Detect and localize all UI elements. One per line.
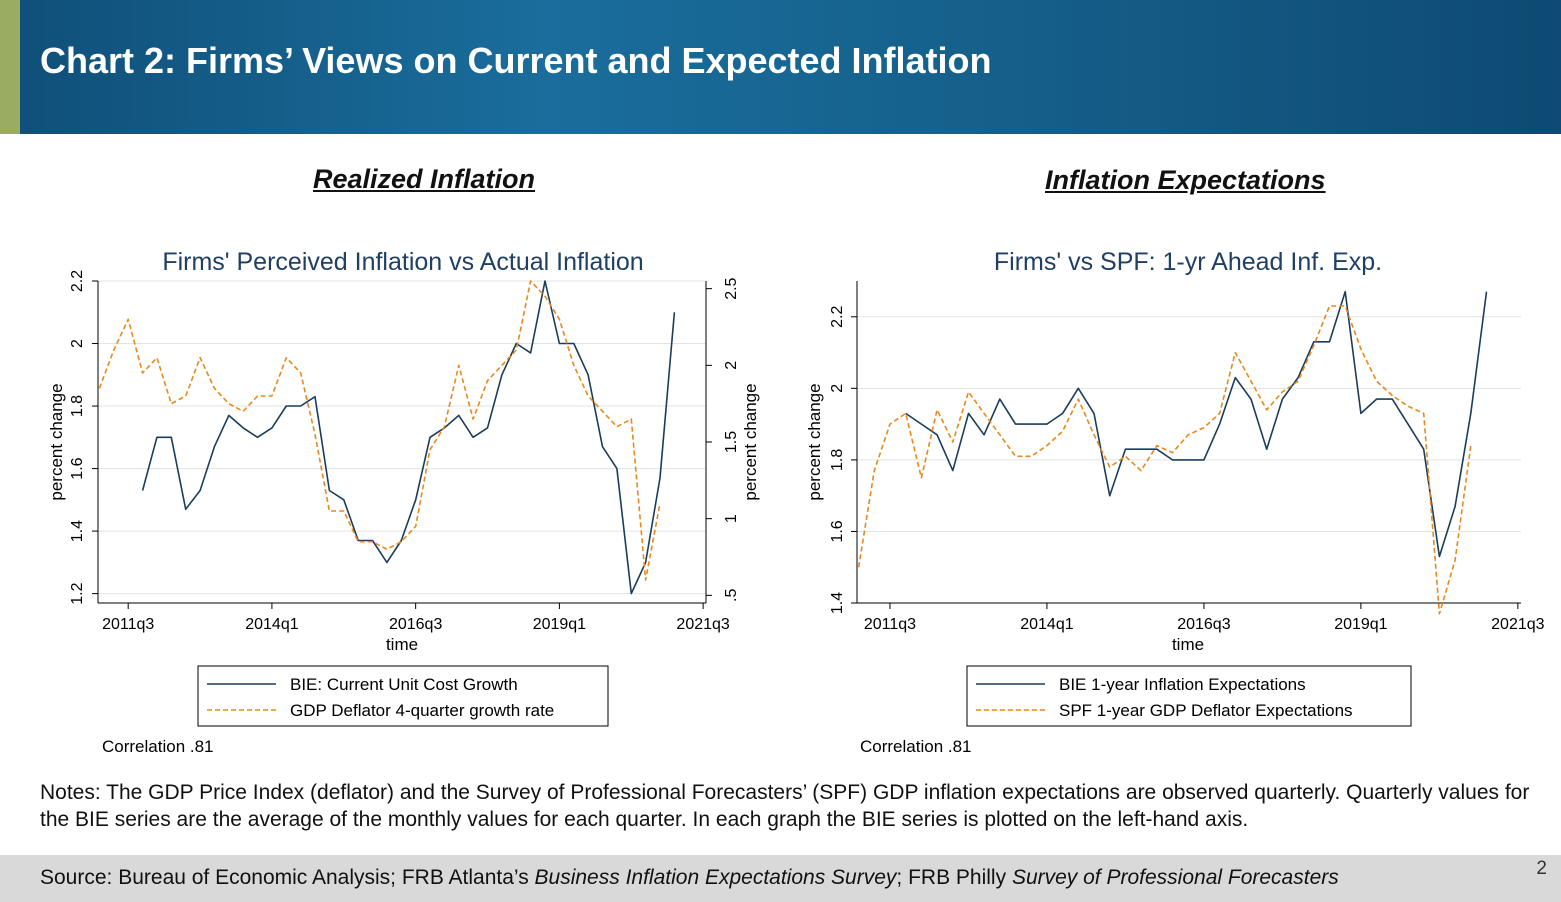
header-accent-bar bbox=[0, 0, 20, 134]
footer-bar bbox=[0, 855, 1561, 902]
chart-title: Firms' Perceived Inflation vs Actual Inf… bbox=[162, 248, 643, 276]
x-axis-title: time bbox=[1172, 635, 1204, 654]
y-tick-label: 2 bbox=[829, 384, 846, 393]
y-tick-label: 2.2 bbox=[69, 270, 86, 292]
y2-tick-label: .5 bbox=[723, 589, 740, 602]
chart-title: Firms' vs SPF: 1-yr Ahead Inf. Exp. bbox=[994, 248, 1382, 276]
source-prefix: Source: Bureau of Economic Analysis; FRB… bbox=[40, 866, 535, 889]
y-tick-label: 1.8 bbox=[829, 449, 846, 471]
y-axis-title: percent change bbox=[805, 383, 824, 500]
y-tick-label: 1.2 bbox=[69, 582, 86, 604]
x-tick-label: 2016q3 bbox=[1177, 616, 1230, 633]
legend-box bbox=[966, 665, 1412, 727]
x-tick-label: 2019q1 bbox=[1334, 616, 1387, 633]
y-tick-label: 1.4 bbox=[69, 520, 86, 542]
correlation-note: Correlation .81 bbox=[102, 737, 214, 756]
legend-label: BIE 1-year Inflation Expectations bbox=[1059, 675, 1306, 694]
y-tick-label: 2 bbox=[69, 339, 86, 348]
y-tick-label: 1.6 bbox=[829, 520, 846, 542]
y2-axis-title: percent change bbox=[741, 383, 760, 500]
right-section-title: Inflation Expectations bbox=[1045, 165, 1326, 195]
y2-tick-label: 1 bbox=[723, 514, 740, 523]
y-tick-label: 1.4 bbox=[829, 592, 846, 614]
x-axis-title: time bbox=[386, 635, 418, 654]
x-tick-label: 2021q3 bbox=[1491, 616, 1544, 633]
legend-box bbox=[197, 665, 609, 727]
series-line-solid bbox=[905, 290, 1488, 558]
slide-header: Chart 2: Firms’ Views on Current and Exp… bbox=[0, 0, 1561, 134]
chart-2: Firms' vs SPF: 1-yr Ahead Inf. Exp. 1.4 1.… bbox=[805, 248, 1545, 756]
left-section-title: Realized Inflation bbox=[313, 164, 536, 194]
y-tick-label: 1.6 bbox=[69, 457, 86, 479]
y2-tick-label: 1.5 bbox=[723, 431, 740, 453]
legend-label: GDP Deflator 4-quarter growth rate bbox=[290, 701, 554, 720]
page-number: 2 bbox=[1536, 858, 1547, 879]
x-tick-label: 2021q3 bbox=[676, 616, 729, 633]
source-spf: Survey of Professional Forecasters bbox=[1011, 866, 1339, 889]
source-mid: ; FRB Philly bbox=[896, 866, 1012, 889]
y-tick-label: 2.2 bbox=[829, 306, 846, 328]
x-tick-label: 2014q1 bbox=[1020, 616, 1073, 633]
slide-title: Chart 2: Firms’ Views on Current and Exp… bbox=[40, 40, 992, 81]
x-tick-label: 2011q3 bbox=[102, 616, 154, 633]
correlation-note: Correlation .81 bbox=[860, 737, 972, 756]
x-tick-label: 2014q1 bbox=[245, 616, 298, 633]
series-line-dashed bbox=[857, 305, 1472, 615]
notes-text: Notes: The GDP Price Index (deflator) an… bbox=[40, 781, 1530, 831]
series-line-solid bbox=[141, 280, 676, 595]
source-line: Source: Bureau of Economic Analysis; FRB… bbox=[40, 866, 1339, 890]
x-tick-label: 2016q3 bbox=[389, 616, 442, 633]
legend-label: BIE: Current Unit Cost Growth bbox=[290, 675, 518, 694]
y-tick-label: 1.8 bbox=[69, 395, 86, 417]
x-tick-label: 2011q3 bbox=[864, 616, 916, 633]
y-axis-title: percent change bbox=[47, 383, 66, 500]
series-line-dashed bbox=[98, 280, 661, 581]
y2-tick-label: 2 bbox=[723, 361, 740, 370]
legend-label: SPF 1-year GDP Deflator Expectations bbox=[1059, 701, 1353, 720]
source-bie-survey: Business Inflation Expectations Survey bbox=[534, 866, 897, 889]
x-tick-label: 2019q1 bbox=[533, 616, 586, 633]
y2-tick-label: 2.5 bbox=[723, 277, 740, 299]
chart-1: Firms' Perceived Inflation vs Actual Inf… bbox=[47, 248, 760, 756]
